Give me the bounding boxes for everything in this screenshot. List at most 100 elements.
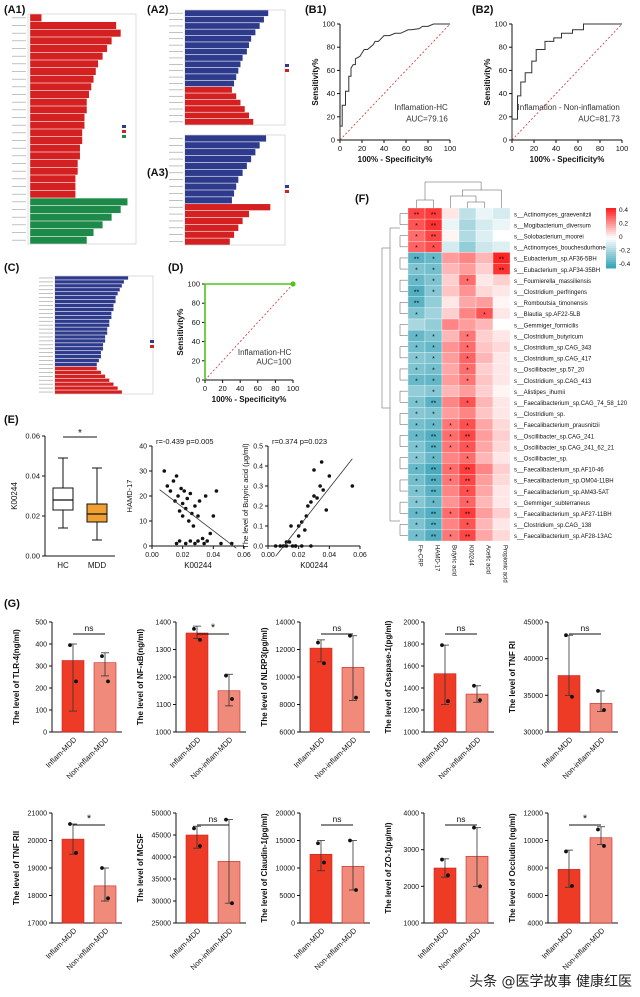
heatmap-cell [441,307,460,320]
scatter-point [299,544,304,548]
y-axis-label: Sensitivity% [176,308,185,355]
lefse-bar [55,303,114,308]
data-point [564,849,568,854]
colorbar-segment [606,242,616,245]
scatter-point [312,468,316,472]
y-tick-label: 0 [43,730,47,737]
scatter-point [193,504,197,508]
scatter-point [306,504,310,508]
data-point [230,697,234,701]
significance-star: ** [431,445,437,452]
colorbar-segment [606,218,616,221]
heatmap-cell [441,241,460,253]
watermark: 头条 @医学故事 健康红医 [469,974,632,990]
roc-annotation: Inflamation-HC [394,103,448,112]
row-label: s__Clostridium_sp. [514,412,565,418]
significance-star: * [432,245,435,252]
lefse-bar [55,374,106,378]
scatter-point [219,541,223,546]
bar-panel: 0 5000 10000 15000 20000 The level of Claudin… [260,811,370,972]
lefse-bar [185,135,267,142]
lefse-bar [30,75,94,83]
scatter-point [185,496,190,501]
y-tick-label: 0 [196,376,200,385]
significance-star: * [415,456,418,463]
significance-star: * [432,500,435,507]
colorbar-label: 0.4 [619,207,628,214]
colorbar-segment [606,250,616,253]
dendro-branch [399,457,408,470]
row-label: s__Clostridium_sp.CAG_417 [514,357,592,363]
roc-annotation: Inflamation-HC [238,348,292,357]
data-point [198,637,202,642]
heatmap-cell [492,218,511,231]
heatmap-cell [492,407,511,420]
heatmap-cell [475,518,494,531]
scatter-point [165,484,170,488]
scatter-point [177,509,182,513]
significance-star: * [415,534,418,541]
x-tick-label: 0.00 [145,552,159,559]
significance-star: * [466,489,469,496]
colorbar-segment [606,232,616,235]
x-tick-label: 0 [203,384,207,393]
x-tick-label: 100 [616,144,629,153]
colorbar-segment [606,244,616,247]
significance-label: * [583,813,588,825]
significance-label: ns [209,814,218,824]
lefse-chart-a3 [169,134,289,246]
row-label: s__Faecalibacterium_sp.CAG_74_58_120 [514,401,628,407]
significance-star: * [415,401,418,408]
column-dendrogram [416,181,502,208]
dendro-branch [381,247,390,409]
data-point [100,654,104,658]
heatmap-cell [441,518,460,531]
y-tick-label: 30000 [524,730,544,737]
lefse-bar [185,210,249,218]
colorbar-segment [606,264,616,267]
dendro-branch [399,279,408,292]
heatmap-cell [475,263,494,275]
legend-swatch [285,64,289,67]
x-tick-label: 0.02 [176,552,190,559]
heatmap-cell [492,207,511,220]
significance-star: * [449,445,452,452]
row-label: s__Romboutsia_timonensis [514,301,588,307]
row-label: s__Actinomyces_graevenitzii [514,212,591,218]
legend-swatch [122,125,126,128]
row-label: s__Alistipes_ihumii [514,390,565,396]
y-axis-label: The level of Butyric acid (μg/ml) [241,443,250,549]
y-tick-label: 60 [327,66,335,75]
dendro-branch [467,201,485,208]
significance-star: * [466,278,469,285]
x-tick-label: 20 [358,144,366,153]
lefse-bar [185,197,232,204]
dendro-branch [399,413,408,425]
bar-panel: 17000 18000 19000 20000 21000 The level of TN… [12,811,122,972]
significance-star: * [466,500,469,507]
lefse-bar [185,86,232,93]
heatmap-cell [492,341,511,353]
dendro-branch [399,479,408,492]
significance-star: ** [414,301,420,308]
y-tick-label: 45000 [524,620,544,627]
y-tick-label: 100 [494,20,507,29]
scatter-point [293,544,298,548]
heatmap-cell [492,352,511,364]
y-tick-label: 4000 [403,811,419,818]
lefse-bar [30,144,80,152]
dendro-branch [399,257,408,270]
y-tick-label: 20 [192,356,200,365]
y-tick-label: 0.02 [25,512,40,521]
data-point [68,643,72,647]
significance-star: * [432,256,435,263]
scatter-point [162,469,167,473]
heatmap-cell [475,452,494,464]
scatter-point [176,494,180,498]
y-tick-label: 35000 [152,877,172,884]
significance-star: * [415,267,418,274]
column-label: HAMD-17 [434,545,440,572]
heatmap-cell [441,374,460,386]
legend-swatch [150,340,154,343]
y-axis-label: The level of Occludin (ng/ml) [508,813,517,923]
